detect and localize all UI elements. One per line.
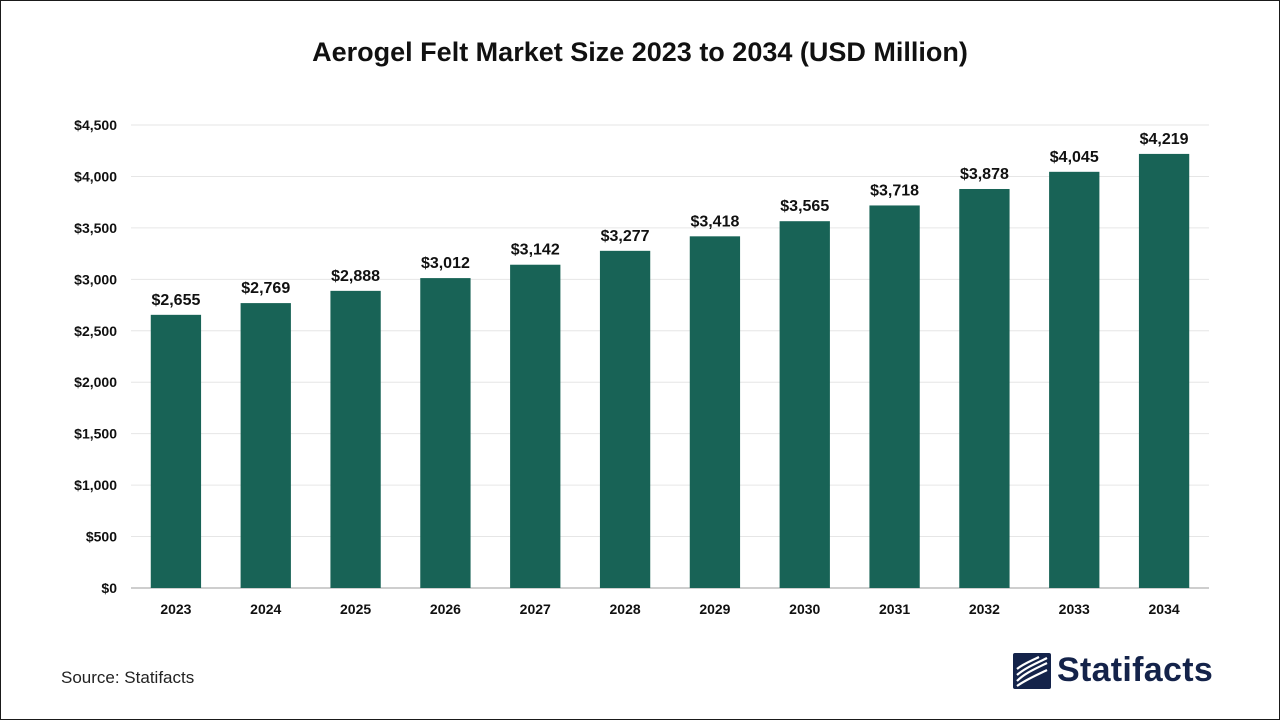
bar — [689, 236, 741, 588]
x-tick-label: 2029 — [699, 601, 730, 617]
x-tick-label: 2028 — [610, 601, 641, 617]
data-label: $2,888 — [331, 268, 380, 285]
data-label: $3,142 — [511, 242, 560, 259]
data-label: $2,769 — [241, 280, 290, 297]
brand-name: Statifacts — [1057, 651, 1214, 689]
bar — [330, 290, 381, 588]
y-tick-label: $1,500 — [74, 426, 117, 442]
x-tick-label: 2034 — [1149, 601, 1180, 617]
statifacts-logo: Statifacts — [1013, 651, 1213, 690]
y-tick-label: $2,000 — [74, 374, 117, 390]
source-note: Source: Statifacts — [61, 668, 195, 687]
data-label: $4,045 — [1050, 149, 1099, 166]
bar — [1138, 153, 1190, 588]
x-tick-label: 2030 — [789, 601, 820, 617]
bar — [779, 221, 830, 588]
y-tick-label: $500 — [86, 529, 117, 545]
x-tick-label: 2024 — [250, 601, 281, 617]
bar — [240, 303, 291, 588]
x-tick-label: 2023 — [160, 601, 191, 617]
x-tick-label: 2026 — [430, 601, 461, 617]
bar — [599, 250, 651, 588]
data-label: $3,565 — [780, 198, 829, 215]
y-tick-label: $3,500 — [74, 220, 117, 236]
y-tick-label: $2,500 — [74, 323, 117, 339]
bar — [959, 188, 1010, 588]
x-tick-label: 2033 — [1059, 601, 1090, 617]
bar — [1049, 171, 1100, 588]
data-label: $3,012 — [421, 255, 470, 272]
y-tick-label: $3,000 — [74, 271, 117, 287]
statifacts-logo-icon — [1013, 652, 1051, 689]
chart-title: Aerogel Felt Market Size 2023 to 2034 (U… — [312, 37, 968, 67]
x-tick-label: 2031 — [879, 601, 910, 617]
x-tick-label: 2027 — [520, 601, 551, 617]
bar — [510, 264, 561, 588]
y-tick-label: $4,000 — [74, 168, 117, 184]
data-label: $2,655 — [151, 292, 200, 309]
bar — [869, 205, 920, 588]
y-tick-label: $1,000 — [74, 477, 117, 493]
x-tick-label: 2032 — [969, 601, 1000, 617]
data-label: $3,878 — [960, 166, 1009, 183]
data-label: $3,277 — [601, 228, 650, 245]
bar — [420, 278, 471, 588]
data-label: $3,718 — [870, 182, 919, 199]
bar — [150, 314, 202, 588]
x-tick-label: 2025 — [340, 601, 371, 617]
data-label: $4,219 — [1140, 131, 1189, 148]
y-tick-label: $4,500 — [74, 117, 117, 133]
y-tick-label: $0 — [101, 580, 117, 596]
data-label: $3,418 — [690, 213, 739, 230]
